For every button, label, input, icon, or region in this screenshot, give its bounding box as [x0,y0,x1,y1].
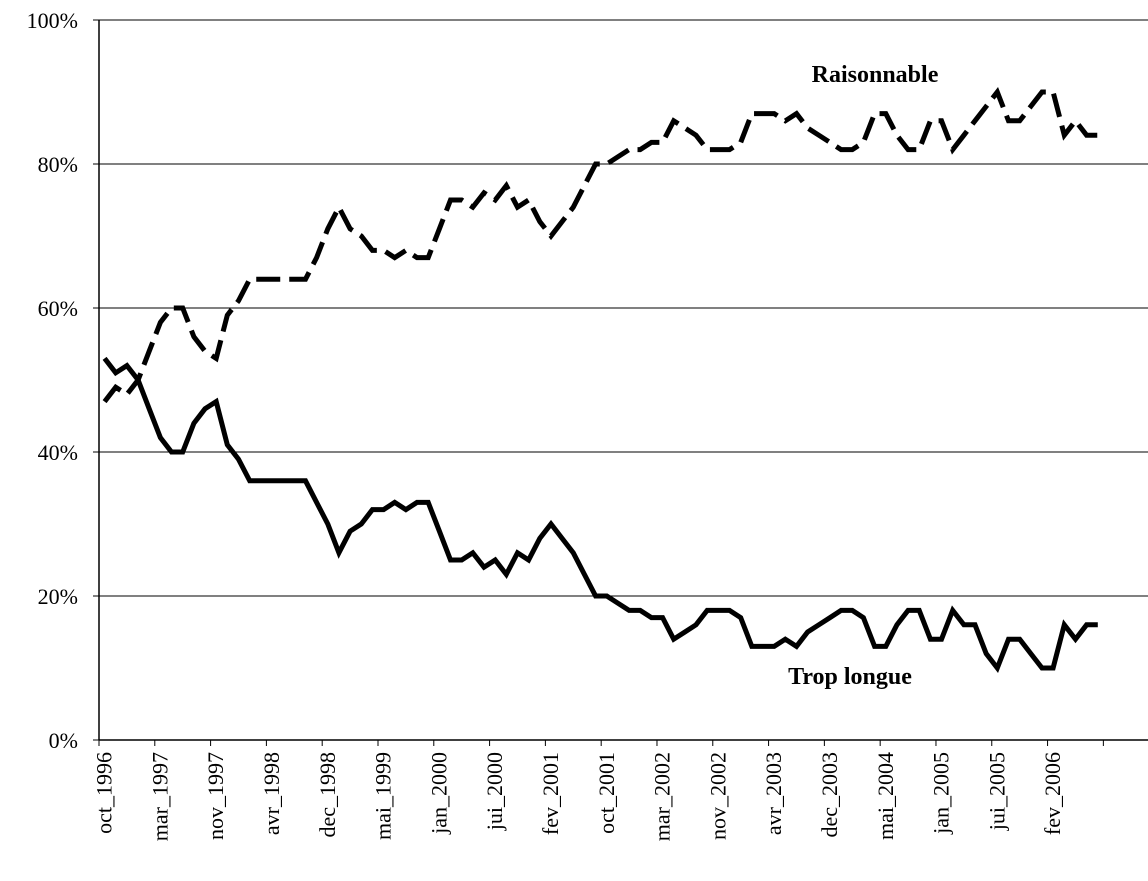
y-tick-label: 40% [38,440,78,465]
x-tick-label: fev_2006 [1040,752,1065,835]
x-tick-label: mai_2004 [873,752,898,840]
x-tick-label: jan_2000 [426,752,451,835]
x-tick-label: jui_2005 [984,752,1009,831]
y-tick-label: 0% [49,728,78,753]
x-tick-label: nov_1997 [203,752,228,840]
series-line [102,356,1098,674]
x-tick-label: oct_1996 [92,752,117,834]
x-tick-label: jui_2000 [482,752,507,831]
x-tick-label: dec_2003 [817,752,842,838]
series-line [102,86,1098,404]
x-tick-label: mar_2002 [650,752,675,841]
x-tick-label: fev_2001 [538,752,563,835]
x-tick-label: avr_1998 [259,752,284,835]
y-tick-label: 20% [38,584,78,609]
x-tick-label: mai_1999 [371,752,396,840]
y-tick-label: 100% [27,8,78,33]
x-tick-label: mar_1997 [147,752,172,841]
x-tick-label: avr_2003 [761,752,786,835]
annotation: Trop longue [788,664,912,690]
x-tick-label: oct_2001 [594,752,619,834]
annotation: Raisonnable [812,62,939,88]
x-tick-label: jan_2005 [929,752,954,835]
x-tick-label: nov_2002 [705,752,730,840]
y-tick-label: 80% [38,152,78,177]
x-tick-label: dec_1998 [315,752,340,838]
y-tick-label: 60% [38,296,78,321]
